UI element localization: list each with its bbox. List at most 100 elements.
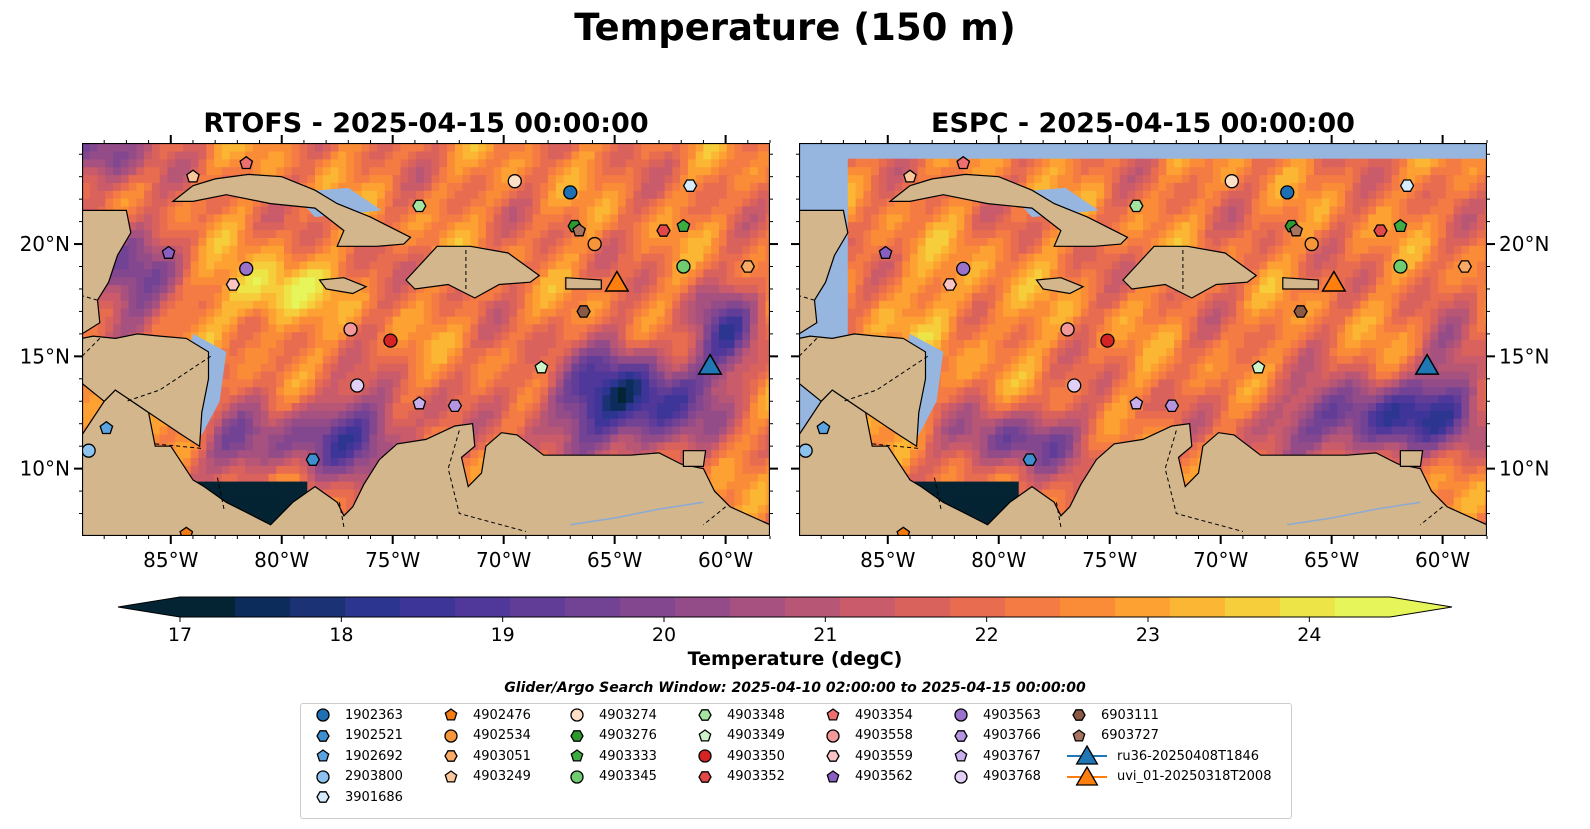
legend-label: 1902521: [345, 728, 403, 743]
legend-circle-icon: [444, 728, 458, 743]
legend-marker-icon: [698, 749, 712, 763]
legend-circle-icon: [316, 769, 330, 784]
legend-triangle-icon: [1075, 744, 1099, 765]
marker-6903727: [1289, 223, 1304, 237]
legend-marker-icon: [570, 769, 584, 784]
colorbar-tick-label: 17: [168, 624, 192, 646]
legend-entry: 4903563: [947, 705, 1041, 725]
legend-label: 1902363: [345, 707, 403, 723]
marker-ru36-20250408T1846: [697, 353, 723, 375]
land-yucatan: [799, 209, 849, 335]
land-puertorico: [565, 277, 602, 290]
legend-label: 1902692: [345, 748, 403, 764]
lon-tick-label: 75°W: [1082, 548, 1137, 572]
legend-marker-icon: [954, 729, 968, 742]
legend-entry: 1902521: [309, 726, 403, 746]
legend-label: 4903352: [727, 769, 785, 784]
land-centralNorth: [799, 333, 927, 448]
legend-label: 2903800: [345, 769, 403, 784]
legend-entry: 4903768: [947, 767, 1041, 787]
colorbar-swatch: [345, 597, 401, 617]
colorbar-swatch: [1225, 597, 1281, 617]
colorbar-extend-low: [118, 597, 180, 617]
panel-title-espc: ESPC - 2025-04-15 00:00:00: [931, 108, 1355, 139]
legend-marker-icon: [316, 749, 330, 762]
country-border: [447, 430, 527, 532]
land-jamaica: [318, 277, 368, 295]
legend-entry: 4902534: [437, 726, 531, 746]
marker-1902363: [563, 185, 578, 200]
land-hispaniola: [1122, 245, 1258, 299]
legend-circle-icon: [698, 749, 712, 763]
legend-label: 4903333: [599, 748, 657, 764]
country-border: [872, 443, 919, 449]
colorbar-swatch: [180, 597, 236, 617]
legend: 1902363 1902521 1902692 2903800 3901686 49024…: [300, 703, 1292, 819]
colorbar-label: Temperature (degC): [687, 648, 903, 670]
legend-pentagon-icon: [570, 749, 584, 762]
legend-marker-icon: [1067, 765, 1107, 786]
legend-label: 4902476: [473, 707, 531, 723]
marker-4903562: [161, 245, 176, 259]
country-border: [82, 295, 98, 301]
legend-marker-icon: [698, 770, 712, 783]
legend-label: 4903350: [727, 748, 785, 764]
lat-tick-label: 10°N: [20, 457, 70, 481]
marker-4903559: [942, 278, 958, 291]
colorbar-tick-label: 21: [813, 624, 837, 646]
lon-tick-label: 85°W: [860, 548, 915, 572]
legend-label: 4903768: [983, 769, 1041, 784]
legend-pentagon-icon: [444, 708, 458, 721]
legend-pentagon-icon: [444, 769, 458, 783]
marker-4903352: [1373, 224, 1388, 237]
legend-label: 4903249: [473, 769, 531, 784]
legend-pentagon-icon: [1072, 728, 1086, 742]
marker-4903558: [1060, 322, 1075, 337]
country-border: [703, 506, 726, 526]
river: [570, 501, 704, 526]
legend-entry: 4903562: [819, 767, 913, 787]
legend-marker-icon: [444, 728, 458, 743]
legend-marker-icon: [698, 709, 712, 721]
marker-4903352: [656, 224, 671, 237]
land-trinidad: [682, 450, 707, 467]
legend-entry: 4903559: [819, 746, 913, 766]
marker-3901686: [1399, 179, 1415, 192]
legend-pentagon-icon: [954, 749, 968, 762]
legend-entry: 4903051: [437, 746, 531, 766]
legend-label: 4903562: [855, 769, 913, 784]
colorbar: 17 18 19 20 21 22 23 24: [117, 596, 1453, 646]
legend-hexagon-icon: [316, 791, 330, 803]
country-border: [216, 477, 225, 510]
marker-4902534: [1304, 236, 1319, 252]
legend-marker-icon: [826, 769, 840, 783]
lon-tick-label: 60°W: [1415, 548, 1470, 572]
marker-4902476: [179, 526, 194, 536]
land-puertorico: [1282, 277, 1319, 290]
land-hispaniola: [405, 245, 541, 299]
legend-label: 4902534: [473, 728, 531, 743]
colorbar-swatch: [840, 597, 896, 617]
legend-entry: 6903727: [1065, 726, 1159, 746]
legend-hexagon-icon: [826, 750, 840, 762]
marker-4903051: [740, 260, 756, 273]
marker-4903349: [1251, 360, 1266, 374]
legend-entry: 4903350: [691, 746, 785, 766]
legend-marker-icon: [698, 728, 712, 742]
country-border: [799, 295, 815, 301]
marker-6903111: [1293, 305, 1308, 318]
legend-hexagon-icon: [444, 750, 458, 762]
marker-4903249: [903, 169, 917, 183]
country-border: [933, 477, 942, 510]
legend-marker-icon: [316, 769, 330, 784]
marker-4903350: [383, 333, 398, 348]
lon-tick-label: 85°W: [143, 548, 198, 572]
marker-4903558: [343, 322, 358, 337]
country-border: [843, 355, 928, 402]
legend-marker-icon: [316, 729, 330, 742]
legend-pentagon-icon: [826, 769, 840, 783]
legend-marker-icon: [570, 729, 584, 742]
legend-label: 3901686: [345, 789, 403, 805]
colorbar-tick-label: 23: [1136, 624, 1160, 646]
legend-entry: ru36-20250408T1846: [1065, 744, 1259, 766]
